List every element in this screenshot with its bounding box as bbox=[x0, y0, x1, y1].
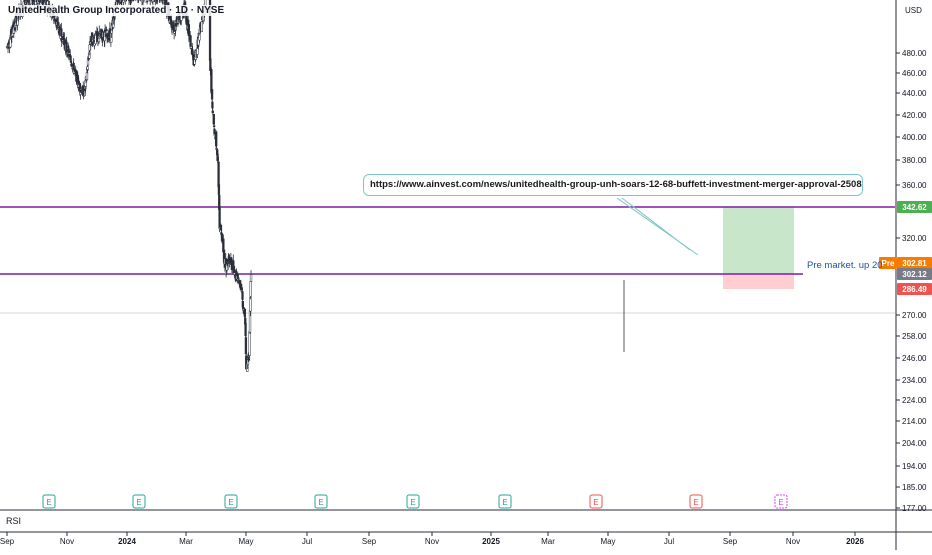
y-tick-label: 234.00 bbox=[902, 376, 927, 385]
y-tick-label: 185.00 bbox=[902, 483, 927, 492]
premarket-badge-text: Pre bbox=[882, 259, 895, 268]
y-tick-label: 360.00 bbox=[902, 181, 927, 190]
earnings-marker-label: E bbox=[228, 498, 233, 507]
candle-body bbox=[212, 111, 214, 113]
candle-body bbox=[98, 38, 100, 42]
candle-body bbox=[250, 282, 252, 297]
candle-body bbox=[54, 19, 56, 20]
stop-price-tag: 286.49 bbox=[897, 283, 932, 295]
earnings-marker-label: E bbox=[46, 498, 51, 507]
earnings-marker-label: E bbox=[136, 498, 141, 507]
x-tick-label: Jul bbox=[302, 537, 312, 546]
earnings-marker-label: E bbox=[410, 498, 415, 507]
position-zones bbox=[723, 207, 794, 289]
x-tick-label: Nov bbox=[60, 537, 74, 546]
premarket-note: Pre market. up 20 bbox=[807, 260, 883, 271]
y-tick-label: 480.00 bbox=[902, 49, 927, 58]
y-tick-label: 246.00 bbox=[902, 354, 927, 363]
target-price-tag: 342.62 bbox=[897, 201, 932, 213]
earnings-marker: E bbox=[43, 495, 55, 508]
x-tick-label: Nov bbox=[786, 537, 800, 546]
rsi-indicator-label[interactable]: RSI bbox=[6, 516, 21, 526]
target-price-tag-text: 342.62 bbox=[902, 203, 927, 212]
earnings-marker: E bbox=[407, 495, 419, 508]
candle-body bbox=[87, 67, 89, 70]
earnings-marker-label: E bbox=[593, 498, 598, 507]
x-tick-label: Sep bbox=[723, 537, 738, 546]
target-zone bbox=[723, 207, 794, 274]
premarket-price-tag: 302.81 bbox=[897, 257, 932, 269]
x-tick-label: Mar bbox=[179, 537, 193, 546]
earnings-marker-label: E bbox=[778, 498, 783, 507]
currency-label: USD bbox=[905, 6, 922, 15]
url-callout[interactable]: https://www.ainvest.com/news/unitedhealt… bbox=[363, 174, 863, 196]
earnings-marker: E bbox=[225, 495, 237, 508]
y-tick-label: 214.00 bbox=[902, 417, 927, 426]
x-tick-label: Mar bbox=[541, 537, 555, 546]
earnings-marker: E bbox=[590, 495, 602, 508]
candle-body bbox=[71, 65, 73, 66]
earnings-marker-label: E bbox=[693, 498, 698, 507]
earnings-marker-label: E bbox=[318, 498, 323, 507]
y-tick-label: 270.00 bbox=[902, 311, 927, 320]
x-tick-label: May bbox=[600, 537, 615, 546]
candle-body bbox=[220, 225, 222, 230]
candle-body bbox=[142, 0, 144, 1]
candle-body bbox=[247, 359, 249, 360]
candle-body bbox=[242, 292, 244, 300]
stop-price-tag-text: 286.49 bbox=[902, 285, 927, 294]
candle-body bbox=[152, 0, 154, 2]
earnings-marker-label: E bbox=[502, 498, 507, 507]
earnings-marker: E bbox=[690, 495, 702, 508]
y-tick-label: 420.00 bbox=[902, 111, 927, 120]
x-tick-label: Sep bbox=[0, 537, 15, 546]
earnings-marker: E bbox=[315, 495, 327, 508]
premarket-price-tag-text: 302.81 bbox=[902, 259, 927, 268]
symbol-title: UnitedHealth Group Incorporated · 1D · N… bbox=[6, 5, 226, 16]
candle-body bbox=[213, 126, 215, 127]
x-tick-label: May bbox=[238, 537, 253, 546]
candle-body bbox=[245, 337, 247, 353]
earnings-marker: E bbox=[775, 495, 787, 508]
candle-body bbox=[86, 72, 88, 79]
current-price-tag-text: 302.12 bbox=[902, 270, 927, 279]
x-tick-label: 2026 bbox=[846, 537, 864, 546]
y-tick-label: 204.00 bbox=[902, 439, 927, 448]
y-tick-label: 460.00 bbox=[902, 69, 927, 78]
candle-body bbox=[249, 331, 251, 355]
stop-zone bbox=[723, 274, 794, 289]
y-tick-label: 440.00 bbox=[902, 89, 927, 98]
y-tick-label: 224.00 bbox=[902, 396, 927, 405]
candle-body bbox=[218, 162, 220, 187]
y-tick-label: 258.00 bbox=[902, 332, 927, 341]
current-price-tag: 302.12 bbox=[897, 268, 932, 280]
y-tick-label: 177.00 bbox=[902, 504, 927, 513]
earnings-marker: E bbox=[133, 495, 145, 508]
x-tick-label: Jul bbox=[664, 537, 674, 546]
y-tick-label: 320.00 bbox=[902, 234, 927, 243]
x-tick-label: Sep bbox=[362, 537, 377, 546]
y-tick-label: 380.00 bbox=[902, 156, 927, 165]
candle-body bbox=[215, 132, 217, 146]
candle-body bbox=[250, 274, 252, 281]
earnings-marker: E bbox=[499, 495, 511, 508]
y-tick-label: 194.00 bbox=[902, 462, 927, 471]
y-tick-label: 400.00 bbox=[902, 133, 927, 142]
candle-body bbox=[211, 89, 213, 99]
x-tick-label: 2024 bbox=[118, 537, 136, 546]
x-tick-label: Nov bbox=[425, 537, 439, 546]
x-tick-label: 2025 bbox=[482, 537, 500, 546]
candle-body bbox=[245, 323, 247, 335]
